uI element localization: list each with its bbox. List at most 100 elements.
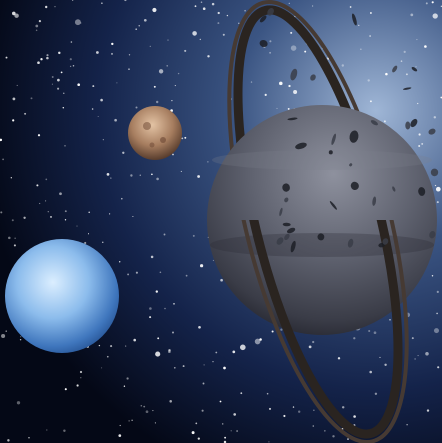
star (125, 345, 127, 347)
star (403, 50, 406, 54)
star (202, 382, 205, 385)
star (353, 415, 356, 418)
star (374, 392, 378, 395)
star (226, 14, 229, 17)
star (63, 429, 66, 433)
star (30, 97, 33, 100)
star (360, 48, 362, 50)
star (264, 93, 267, 96)
asteroid (284, 197, 289, 203)
star (198, 325, 201, 329)
star (149, 307, 152, 310)
star (194, 5, 197, 8)
star (379, 356, 381, 358)
star (236, 430, 238, 432)
asteroid (290, 68, 298, 81)
star (152, 410, 154, 412)
star (152, 7, 157, 13)
star (173, 366, 176, 369)
star (436, 290, 439, 294)
star (159, 271, 162, 274)
star (174, 85, 176, 87)
star (217, 11, 220, 15)
star (118, 434, 122, 437)
star (405, 73, 408, 76)
star (173, 303, 175, 305)
star (23, 216, 26, 219)
star (16, 84, 18, 86)
asteroid (349, 163, 353, 167)
asteroid (287, 117, 298, 121)
star (349, 6, 352, 8)
star (222, 33, 225, 36)
star (110, 177, 112, 179)
star (46, 429, 48, 431)
moon-crater (149, 142, 155, 148)
star (36, 184, 39, 187)
star (279, 81, 283, 86)
star (341, 406, 345, 409)
star (410, 13, 414, 17)
star (156, 177, 159, 181)
asteroid (328, 150, 333, 155)
star (180, 170, 182, 172)
star (240, 392, 243, 395)
star (97, 115, 99, 118)
star (192, 234, 195, 237)
star (287, 107, 290, 110)
asteroid (410, 118, 418, 128)
star (128, 420, 130, 422)
star (12, 119, 15, 122)
star (290, 45, 297, 51)
star (276, 107, 278, 109)
star (39, 202, 41, 205)
star (223, 440, 227, 443)
star (239, 344, 246, 351)
star (271, 330, 274, 333)
asteroid-debris (259, 7, 439, 253)
star (288, 84, 291, 88)
star (24, 112, 27, 115)
star (92, 85, 95, 88)
asteroid (418, 187, 426, 196)
star (434, 184, 437, 187)
star (77, 83, 81, 87)
star (223, 366, 226, 370)
asteroid (429, 230, 436, 239)
star (437, 366, 440, 369)
star (28, 437, 30, 439)
star (132, 215, 134, 218)
star (368, 329, 371, 333)
star (230, 430, 232, 432)
star (233, 413, 237, 416)
star (431, 1, 434, 4)
ring-front (227, 220, 409, 443)
star (130, 174, 133, 177)
star (100, 98, 103, 102)
asteroid (290, 240, 296, 253)
star (191, 431, 195, 435)
star (145, 410, 149, 414)
star (64, 210, 67, 213)
star (369, 370, 373, 374)
star (337, 357, 341, 360)
star (45, 200, 47, 202)
small-rocky-moon (128, 106, 182, 160)
star (37, 134, 41, 137)
star (200, 1, 203, 3)
star (292, 406, 295, 408)
star (157, 337, 160, 340)
star (106, 355, 109, 358)
star (124, 0, 127, 2)
star (87, 233, 90, 235)
asteroid (392, 65, 398, 73)
star (45, 178, 48, 181)
asteroid (347, 238, 354, 248)
star (215, 351, 218, 354)
star (280, 328, 283, 331)
star (168, 350, 171, 354)
star (432, 13, 438, 19)
star (164, 307, 166, 310)
star (63, 92, 65, 94)
